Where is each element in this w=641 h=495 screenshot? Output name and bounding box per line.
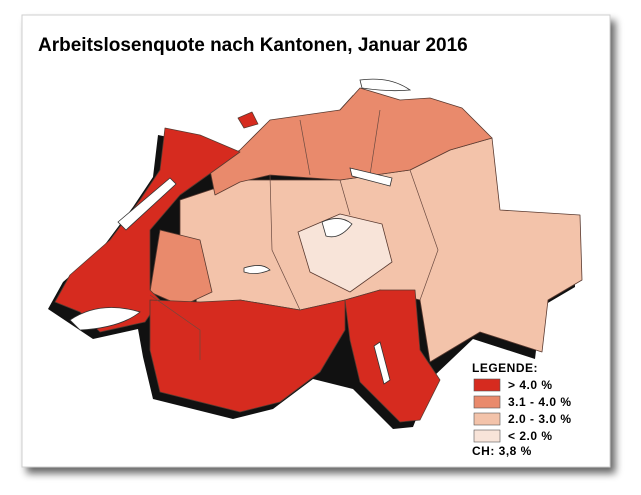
canton-border bbox=[149, 294, 201, 360]
lake bbox=[321, 218, 353, 238]
region-medium-west bbox=[149, 229, 213, 307]
legend-swatch bbox=[473, 429, 501, 443]
legend-title: LEGENDE: bbox=[472, 361, 538, 375]
region-red-basel bbox=[237, 111, 259, 129]
canton-border bbox=[339, 179, 351, 216]
region-very-light bbox=[297, 213, 393, 293]
region-red-west bbox=[54, 127, 241, 333]
canton-border bbox=[299, 119, 311, 176]
lake bbox=[69, 307, 141, 331]
total-rate: CH: 3,8 % bbox=[472, 444, 532, 458]
canton-border bbox=[369, 109, 381, 176]
legend-swatch bbox=[473, 395, 501, 409]
region-red-ticino bbox=[344, 289, 441, 423]
canton-border bbox=[409, 169, 439, 301]
legend-label: 3.1 - 4.0 % bbox=[508, 395, 572, 409]
map-title: Arbeitslosenquote nach Kantonen, Januar … bbox=[38, 35, 468, 56]
region-red-valais bbox=[149, 299, 346, 413]
legend-label: 2.0 - 3.0 % bbox=[508, 412, 572, 426]
map bbox=[48, 78, 583, 429]
lake bbox=[359, 78, 412, 92]
legend-label: < 2.0 % bbox=[508, 429, 553, 443]
canton-border bbox=[269, 174, 301, 311]
region-medium-north bbox=[209, 87, 493, 196]
lake bbox=[373, 341, 391, 385]
legend-swatch bbox=[473, 378, 501, 392]
lake bbox=[349, 167, 393, 187]
lake bbox=[117, 177, 177, 231]
legend-label: > 4.0 % bbox=[508, 378, 553, 392]
legend-swatch bbox=[473, 412, 501, 426]
lake bbox=[243, 265, 271, 274]
legend: LEGENDE: CH: 3,8 % > 4.0 % 3.1 - 4.0 % 2.0… bbox=[472, 361, 572, 458]
